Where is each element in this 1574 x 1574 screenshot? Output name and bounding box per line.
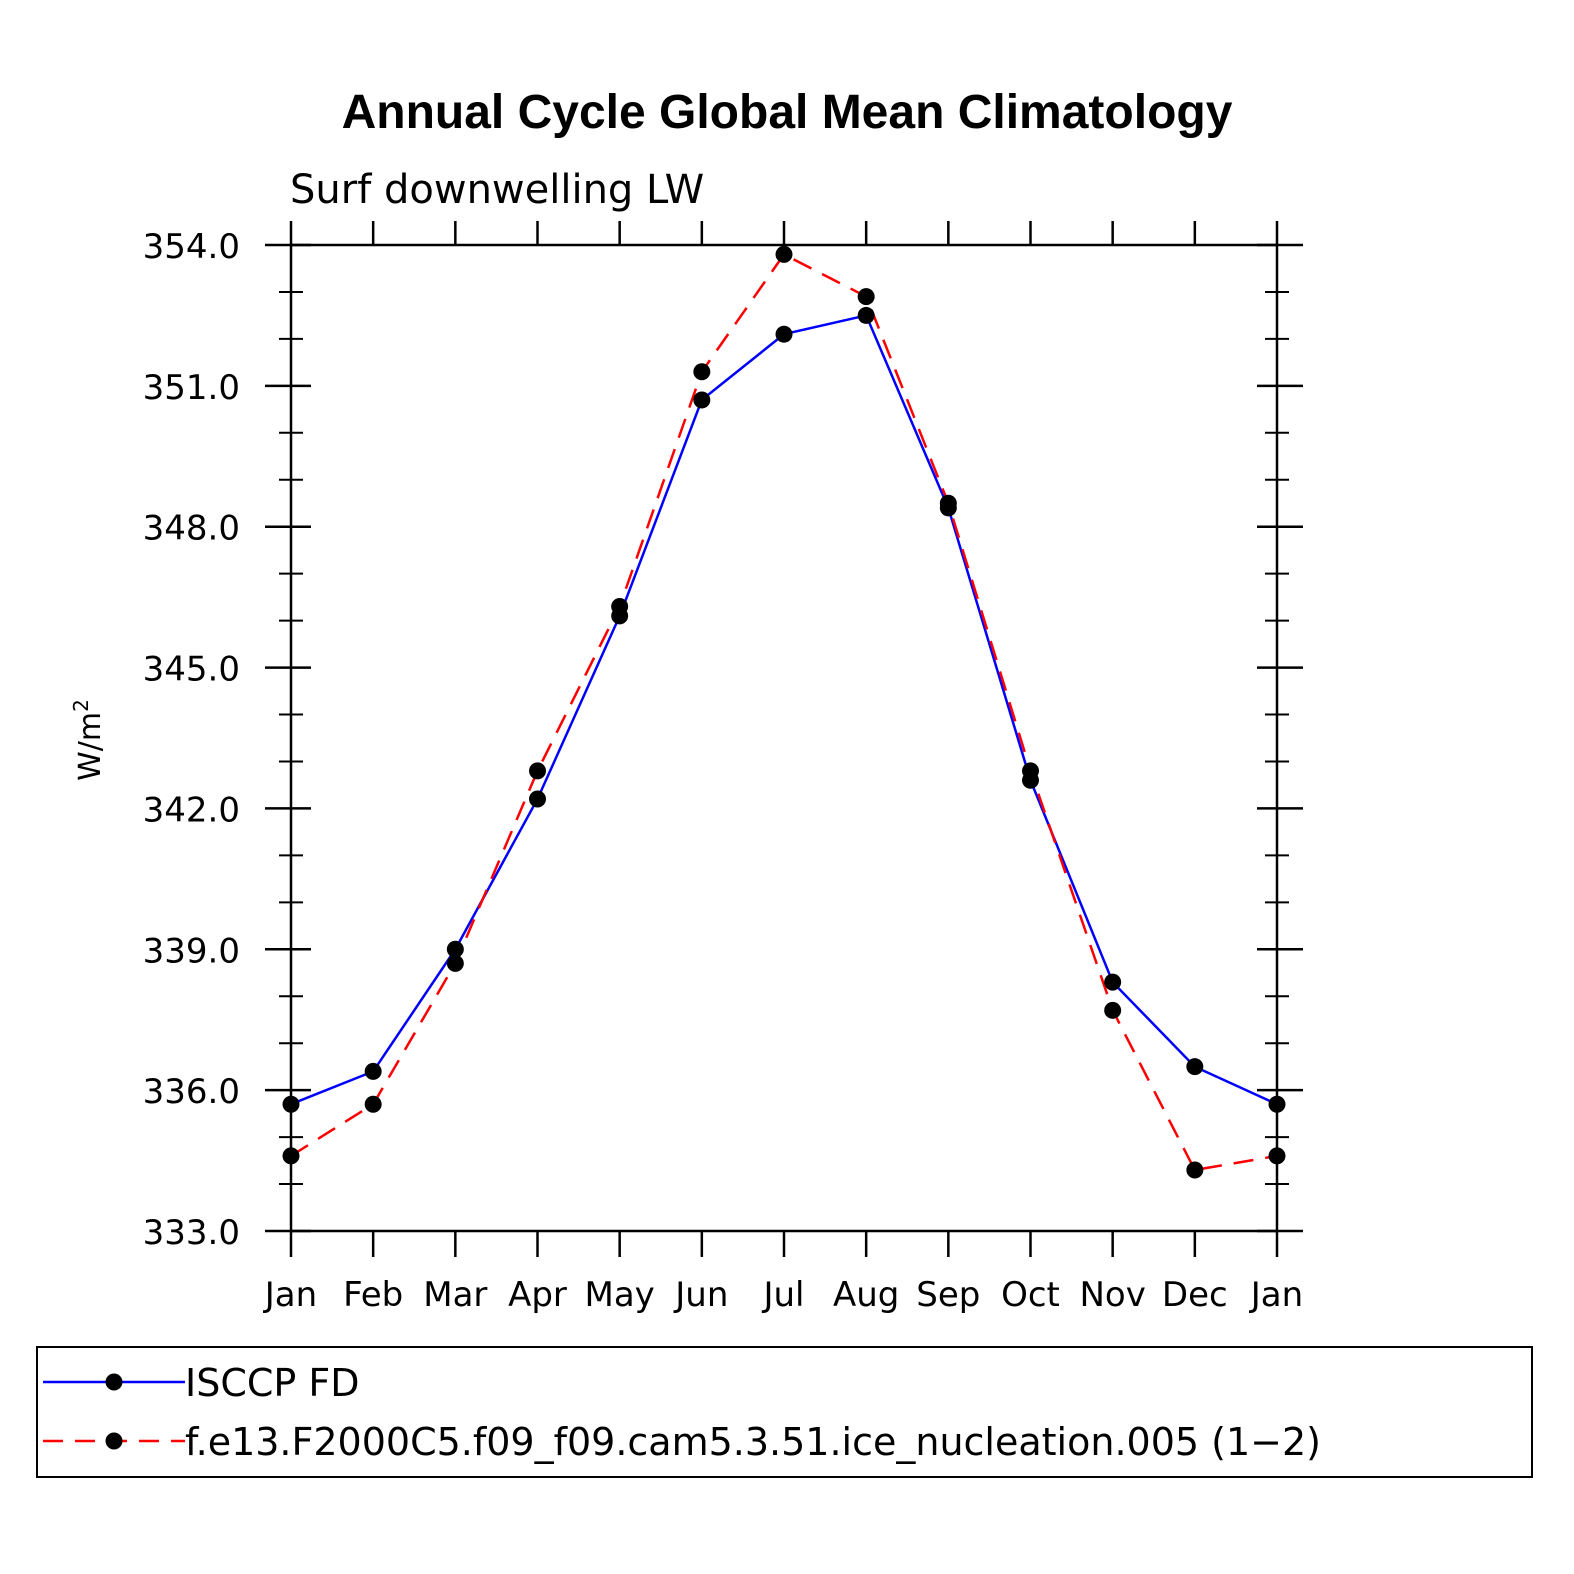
x-tick-label: Apr — [508, 1275, 567, 1315]
data-point-s1 — [1268, 1147, 1286, 1165]
x-tick-label: Aug — [833, 1275, 899, 1315]
y-axis-label: W/m2 — [69, 699, 108, 781]
data-point-s0 — [1186, 1058, 1204, 1076]
x-tick-label: Jun — [673, 1275, 728, 1315]
series-line-1 — [290, 252, 1278, 1172]
legend-label-isccp: ISCCP FD — [185, 1361, 360, 1405]
y-tick-label: 348.0 — [143, 509, 240, 549]
data-point-s1 — [1186, 1161, 1204, 1179]
x-tick-label: Oct — [1001, 1275, 1060, 1315]
data-point-s0 — [282, 1095, 300, 1113]
x-tick-label: Nov — [1079, 1275, 1145, 1315]
data-point-s0 — [1104, 973, 1122, 991]
chart-title: Annual Cycle Global Mean Climatology — [342, 86, 1233, 139]
data-point-s1 — [1022, 762, 1039, 780]
legend-box — [36, 1346, 1533, 1478]
data-point-s0 — [775, 325, 793, 343]
data-point-s1 — [282, 1147, 300, 1165]
x-tick-label: Feb — [343, 1275, 403, 1315]
y-tick-label: 333.0 — [143, 1213, 240, 1253]
data-point-s1 — [364, 1095, 382, 1113]
x-tick-label: Jan — [1249, 1275, 1303, 1315]
y-tick-label: 336.0 — [143, 1072, 240, 1112]
series-layer — [282, 245, 1286, 1179]
series-line-0 — [290, 313, 1278, 1106]
x-tick-label: May — [585, 1275, 655, 1315]
plot-axes: Jan Feb Mar Apr May Jun Jul Aug Sep Oct Nov Dec Jan 3… — [143, 221, 1303, 1315]
chart-subtitle: Surf downwelling LW — [290, 167, 704, 213]
data-point-s0 — [446, 940, 464, 958]
x-tick-label: Sep — [916, 1275, 980, 1315]
y-tick-label: 339.0 — [143, 931, 240, 971]
x-tick-label: Jul — [761, 1275, 804, 1315]
plot-frame — [289, 243, 1279, 1233]
legend-entry-isccp: ISCCP FD — [43, 1361, 360, 1405]
legend-label-model: f.e13.F2000C5.f09_f09.cam5.3.51.ice_nucl… — [185, 1420, 1321, 1464]
data-point-s1 — [939, 494, 957, 512]
data-point-s0 — [693, 391, 711, 409]
x-tick-label: Mar — [423, 1275, 487, 1315]
data-point-s0 — [857, 306, 875, 324]
data-point-s1 — [775, 245, 793, 263]
legend-marker-model — [105, 1432, 123, 1450]
x-tick-label: Jan — [263, 1275, 317, 1315]
data-point-s1 — [611, 598, 629, 616]
y-tick-label: 354.0 — [143, 227, 240, 267]
data-point-s0 — [529, 790, 546, 808]
x-tick-label: Dec — [1162, 1275, 1228, 1315]
data-point-s1 — [693, 363, 711, 381]
legend-entry-model: f.e13.F2000C5.f09_f09.cam5.3.51.ice_nucl… — [43, 1420, 1321, 1464]
data-point-s0 — [364, 1062, 382, 1080]
data-point-s1 — [446, 954, 464, 972]
data-point-s1 — [1104, 1001, 1122, 1019]
y-tick-label: 342.0 — [143, 790, 240, 830]
y-tick-label: 351.0 — [143, 368, 240, 408]
data-point-s0 — [1268, 1095, 1286, 1113]
legend-marker-isccp — [105, 1373, 123, 1391]
data-point-s1 — [857, 288, 875, 306]
y-tick-label: 345.0 — [143, 650, 240, 690]
data-point-s1 — [529, 762, 546, 780]
